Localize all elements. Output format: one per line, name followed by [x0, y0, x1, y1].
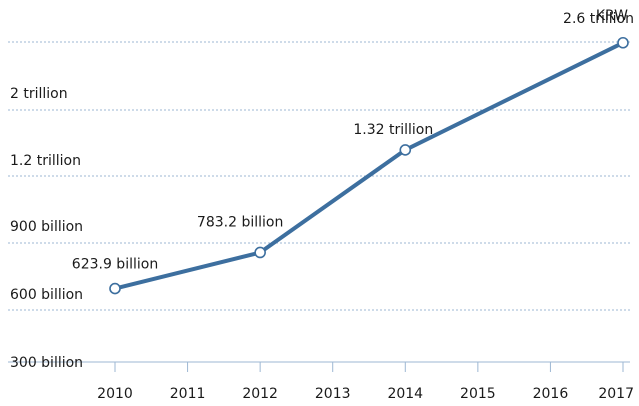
data-label-2010: 623.9 billion	[72, 257, 158, 273]
data-point-2012	[254, 246, 266, 259]
unit-label: KRW	[596, 8, 628, 24]
x-tick-label-2010: 2010	[97, 386, 133, 402]
series-line-0	[113, 40, 625, 291]
x-tick-label-2011: 2011	[170, 386, 206, 402]
x-tick-label-2012: 2012	[242, 386, 278, 402]
x-tick-label-2015: 2015	[460, 386, 496, 402]
data-point-2014	[399, 144, 412, 156]
y-tick-label-1: 600 billion	[10, 287, 83, 303]
y-tick-label-3: 1.2 trillion	[10, 153, 81, 169]
data-label-2017: 2.6 trillion	[563, 11, 634, 27]
x-tick-label-2014: 2014	[387, 386, 423, 402]
x-tick-label-2016: 2016	[533, 386, 569, 402]
x-tick-label-2013: 2013	[315, 386, 351, 402]
data-label-2014: 1.32 trillion	[353, 122, 433, 138]
series	[109, 36, 629, 295]
x-tick-label-2017: 2017	[598, 386, 634, 402]
data-point-2010	[109, 282, 121, 295]
data-label-2012: 783.2 billion	[197, 214, 283, 230]
data-labels: 623.9 billion 783.2 billion 1.32 trillion 2…	[72, 11, 634, 273]
y-tick-label-0: 300 billion	[10, 355, 83, 371]
y-tick-labels: 300 billion 600 billion 900 billion 1.2 tri…	[10, 86, 83, 371]
y-tick-label-2: 900 billion	[10, 219, 83, 235]
x-axis	[8, 361, 630, 372]
y-tick-label-4: 2 trillion	[10, 86, 68, 102]
data-point-2017	[617, 36, 629, 49]
x-tick-labels: 2010 2011 2012 2013 2014 2015 2016 2017	[97, 386, 634, 402]
